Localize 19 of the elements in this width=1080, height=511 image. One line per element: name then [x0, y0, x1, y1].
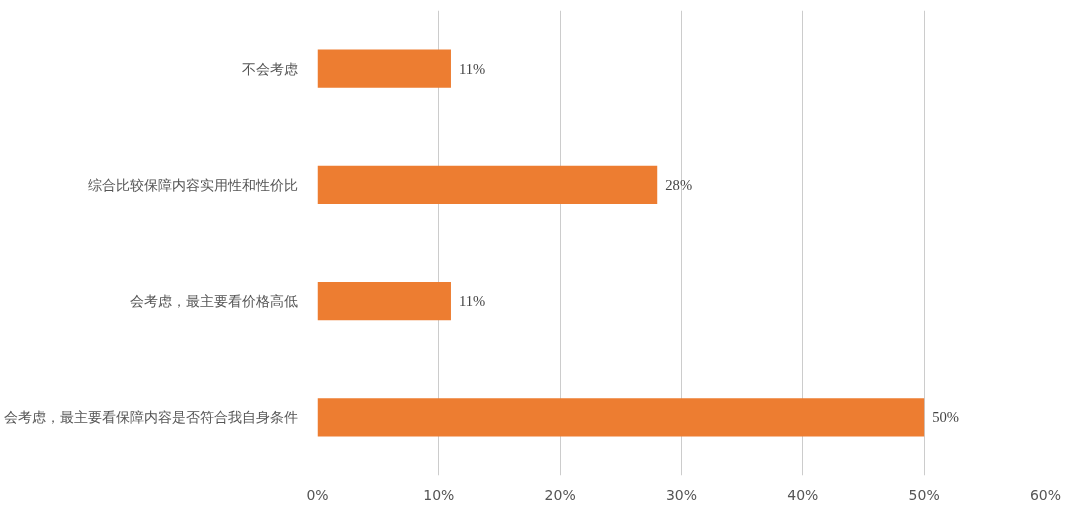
x-tick-label: 30%	[665, 486, 698, 503]
x-tick-label: 50%	[908, 486, 940, 503]
y-tick-label: 会考虑，最主要看价格高低	[129, 293, 298, 310]
x-tick-label: 20%	[544, 486, 576, 503]
y-tick-label: 会考虑，最主要看保障内容是否符合我自身条件	[3, 409, 298, 426]
data-label: 11%	[458, 293, 486, 310]
x-tick-label: 40%	[787, 486, 819, 503]
data-label: 28%	[665, 176, 693, 193]
x-tick-label: 60%	[1029, 486, 1062, 503]
bar	[317, 165, 658, 205]
bar	[317, 281, 451, 321]
x-tick-label: 0%	[306, 486, 329, 503]
x-tick-label: 10%	[423, 486, 455, 503]
data-label: 50%	[932, 409, 960, 426]
bar	[317, 398, 925, 437]
bar	[317, 49, 451, 88]
y-tick-label: 综合比较保障内容实用性和性价比	[87, 176, 298, 193]
y-tick-label: 不会考虑	[241, 60, 298, 77]
data-label: 11%	[458, 60, 486, 77]
